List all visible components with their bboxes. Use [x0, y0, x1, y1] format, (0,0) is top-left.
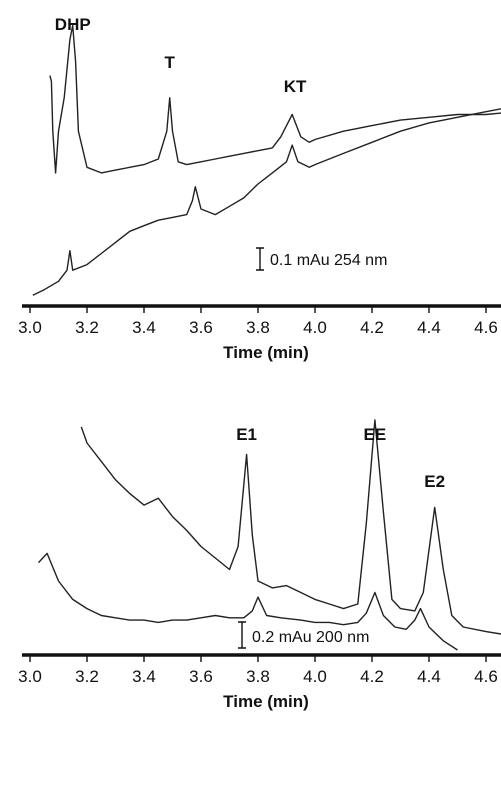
x-tick-label: 4.2	[360, 667, 384, 686]
x-tick-label: 4.6	[474, 667, 498, 686]
trace-line-2	[32, 108, 501, 296]
x-tick-label: 4.0	[303, 667, 327, 686]
scale-bar-label: 0.1 mAu 254 nm	[270, 252, 387, 269]
x-tick-label: 4.0	[303, 318, 327, 337]
trace-line-1	[49, 24, 501, 174]
x-tick-label: 4.4	[417, 318, 441, 337]
x-tick-label: 4.2	[360, 318, 384, 337]
scale-bar-label: 0.2 mAu 200 nm	[252, 629, 369, 646]
chart-panel-1: 3.0 3.2 3.4 3.6 3.8 4.0 4.2 4.4 4.6 Time (min) DHP…	[18, 15, 501, 362]
scale-bar	[256, 247, 264, 271]
x-tick-label: 3.8	[246, 318, 270, 337]
x-tick-label: 4.4	[417, 667, 441, 686]
x-tick-label: 3.6	[189, 318, 213, 337]
x-tick-label: 3.4	[132, 667, 156, 686]
peak-label: EE	[364, 425, 387, 444]
peak-label: T	[164, 53, 175, 72]
x-tick-label: 3.0	[18, 667, 42, 686]
x-tick-label: 3.0	[18, 318, 42, 337]
x-tick-label: 3.8	[246, 667, 270, 686]
x-tick-label: 3.2	[75, 667, 99, 686]
trace-line-1	[80, 419, 501, 635]
x-tick-label: 4.6	[474, 318, 498, 337]
peak-label: DHP	[55, 15, 91, 34]
trace-line-2	[37, 552, 458, 651]
x-tick-label: 3.6	[189, 667, 213, 686]
peak-label: E1	[236, 425, 257, 444]
peak-label: KT	[284, 77, 307, 96]
scale-bar	[238, 621, 246, 649]
x-axis-title: Time (min)	[223, 692, 309, 711]
x-tick-label: 3.4	[132, 318, 156, 337]
x-tick-label: 3.2	[75, 318, 99, 337]
chart-panel-2: 3.0 3.2 3.4 3.6 3.8 4.0 4.2 4.4 4.6 Time (min) E1 E…	[18, 419, 501, 711]
x-axis-title: Time (min)	[223, 343, 309, 362]
peak-label: E2	[424, 472, 445, 491]
